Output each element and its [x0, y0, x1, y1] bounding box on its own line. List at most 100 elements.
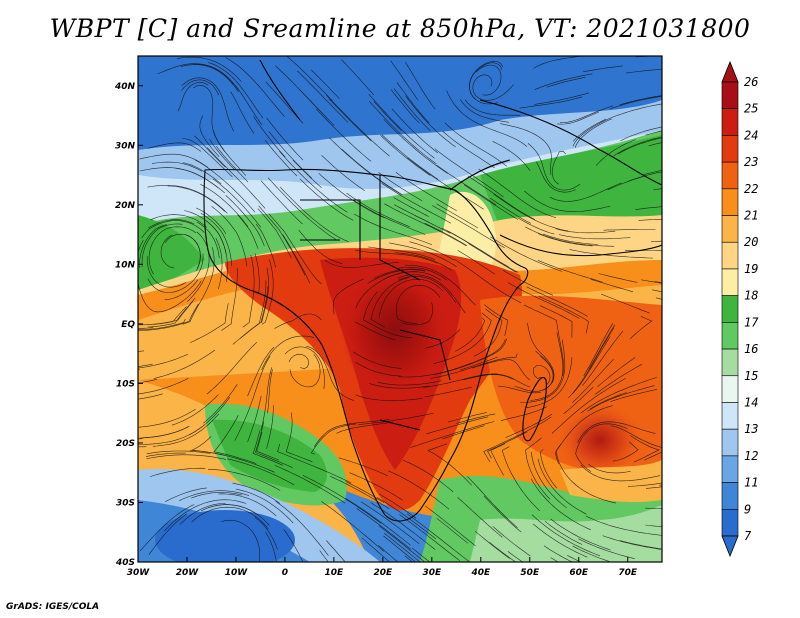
- colorbar-swatch: [721, 215, 739, 243]
- streamline: [279, 186, 349, 242]
- streamline: [425, 505, 476, 547]
- streamline: [310, 423, 357, 455]
- lon-tick-label: 70E: [618, 568, 638, 578]
- colorbar-swatch: [721, 428, 739, 457]
- colorbar-label: 23: [744, 155, 758, 169]
- colorbar-swatch: [721, 348, 739, 377]
- lat-tick-label: 30S: [116, 498, 135, 508]
- colorbar-swatch: [721, 81, 739, 110]
- streamline: [405, 265, 476, 306]
- streamline: [181, 77, 234, 132]
- streamline: [355, 361, 401, 377]
- colorbar-label: 19: [744, 262, 758, 276]
- streamline: [260, 180, 303, 225]
- streamline: [139, 425, 190, 439]
- streamline: [650, 240, 662, 243]
- streamline: [148, 513, 187, 555]
- colorbar: 26 25 24 23 22 21 20 19 18 17 16 15 14 13 12 11 9 7: [721, 60, 759, 558]
- streamline: [261, 335, 314, 371]
- streamline: [525, 226, 615, 247]
- streamline: [525, 437, 551, 500]
- streamline: [468, 243, 517, 273]
- streamline: [139, 504, 195, 552]
- streamline: [645, 524, 662, 527]
- streamline: [354, 213, 433, 246]
- streamline: [367, 269, 426, 284]
- streamline: [138, 393, 163, 400]
- streamline: [345, 498, 411, 546]
- streamline: [138, 378, 189, 395]
- streamline: [191, 492, 243, 499]
- streamline: [436, 518, 469, 544]
- streamline: [193, 84, 226, 153]
- streamline: [237, 214, 259, 249]
- streamline: [432, 205, 505, 249]
- streamline: [630, 435, 660, 463]
- streamline: [368, 101, 437, 165]
- streamline: [255, 223, 276, 268]
- streamline: [497, 385, 542, 394]
- lat-axis: 40N 30N 20N 10N EQ 10S 20S 30S 40S: [114, 82, 143, 568]
- streamline: [146, 450, 211, 455]
- streamline: [200, 184, 249, 227]
- streamline: [537, 260, 603, 283]
- streamline: [425, 329, 461, 349]
- streamline: [475, 64, 502, 96]
- streamline: [574, 118, 612, 148]
- streamline: [537, 233, 593, 247]
- streamline: [349, 472, 403, 501]
- streamline: [544, 520, 583, 545]
- streamline: [424, 387, 472, 398]
- streamline: [537, 458, 587, 515]
- lon-tick-label: 40E: [470, 568, 491, 578]
- streamline: [645, 486, 662, 489]
- streamline: [514, 350, 554, 392]
- streamline: [555, 228, 616, 234]
- streamline: [354, 249, 438, 264]
- streamline: [139, 224, 167, 269]
- streamline: [258, 205, 306, 276]
- streamline: [489, 541, 517, 562]
- colorbar-label: 14: [744, 395, 758, 409]
- streamline: [404, 555, 413, 562]
- streamline: [423, 373, 498, 388]
- streamline: [369, 383, 429, 389]
- streamline: [530, 332, 564, 401]
- streamline: [424, 222, 468, 246]
- streamline: [138, 280, 202, 313]
- streamline: [568, 327, 615, 399]
- streamline: [332, 278, 364, 315]
- lon-axis: 30W 20W 10W 0 10E 20E 30E 40E 50E 60E 70E: [127, 557, 638, 578]
- streamline: [463, 184, 519, 220]
- streamline: [525, 357, 573, 409]
- streamline: [203, 384, 238, 424]
- streamline: [232, 482, 281, 504]
- grads-credit: GrADS: IGES/COLA: [6, 602, 100, 612]
- lat-tick-label: 10N: [115, 260, 136, 270]
- streamline: [289, 354, 321, 388]
- streamline: [176, 56, 242, 82]
- streamline: [208, 62, 264, 119]
- streamline: [598, 273, 638, 283]
- colorbar-swatch: [721, 108, 739, 136]
- streamline: [507, 282, 580, 319]
- lon-tick-label: 30E: [422, 568, 442, 578]
- streamline: [433, 312, 492, 364]
- streamline: [257, 208, 292, 259]
- colorbar-swatch: [721, 508, 739, 537]
- streamline: [572, 358, 614, 403]
- streamline: [216, 145, 249, 183]
- streamline: [619, 540, 662, 550]
- colorbar-swatch: [721, 241, 739, 270]
- streamline: [381, 182, 451, 224]
- streamline: [396, 82, 430, 124]
- streamline: [275, 501, 329, 556]
- streamline: [282, 234, 311, 284]
- streamline: [213, 415, 257, 464]
- streamline: [501, 446, 540, 512]
- streamline: [354, 321, 396, 341]
- streamline: [467, 476, 518, 529]
- streamline: [180, 64, 239, 93]
- streamline: [446, 90, 483, 127]
- streamline: [540, 449, 557, 489]
